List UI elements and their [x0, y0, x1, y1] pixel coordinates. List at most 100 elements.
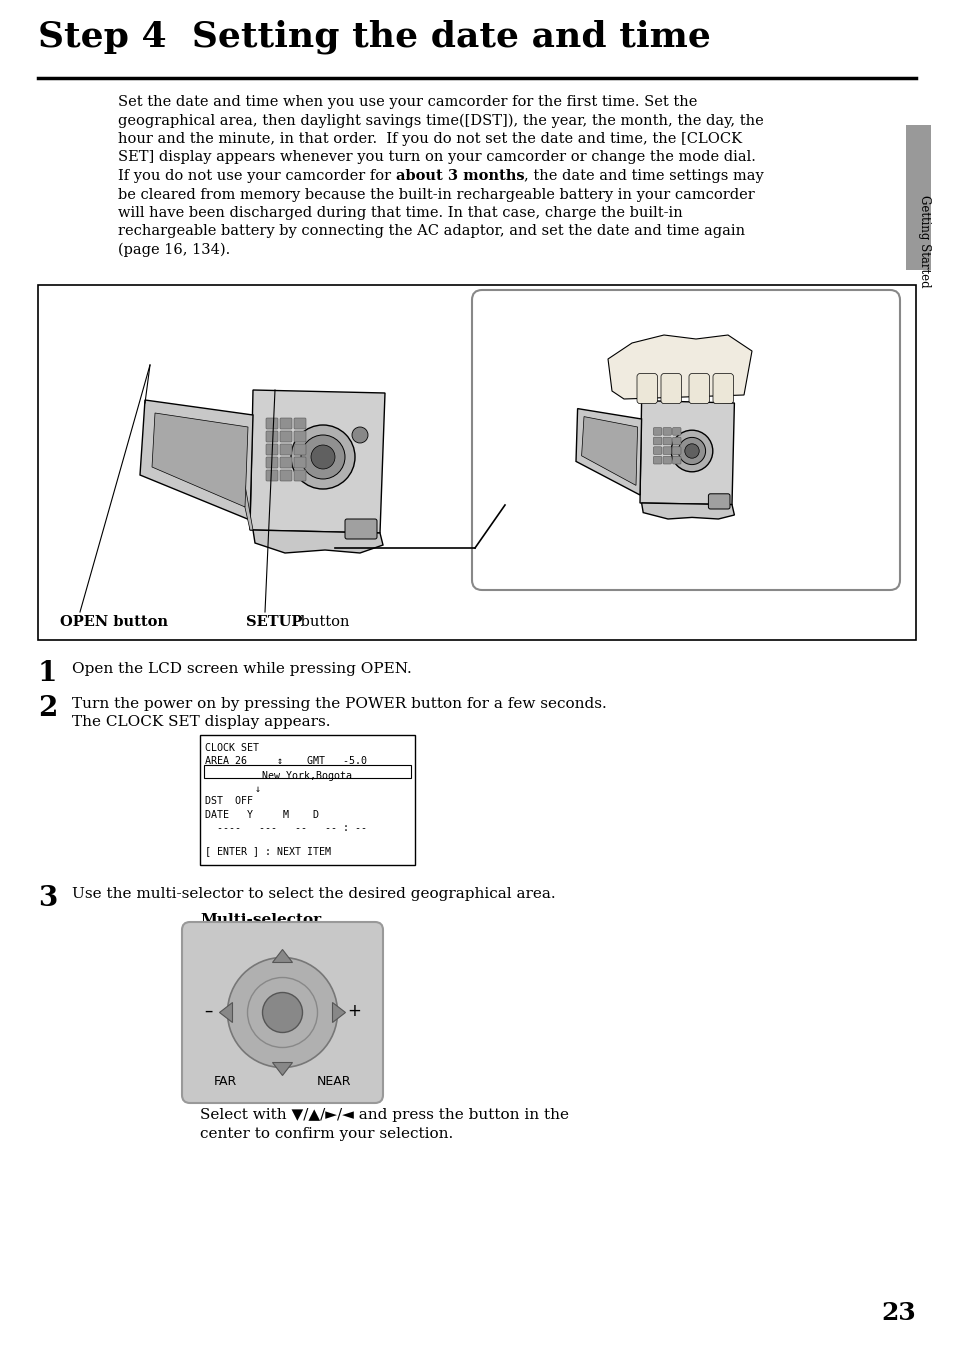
FancyBboxPatch shape	[280, 457, 292, 468]
FancyBboxPatch shape	[266, 431, 277, 442]
Text: SET] display appears whenever you turn on your camcorder or change the mode dial: SET] display appears whenever you turn o…	[118, 150, 755, 165]
Text: ↓: ↓	[254, 784, 261, 794]
Polygon shape	[253, 530, 382, 553]
FancyBboxPatch shape	[688, 373, 709, 404]
Text: Open the LCD screen while pressing OPEN.: Open the LCD screen while pressing OPEN.	[71, 662, 412, 676]
FancyBboxPatch shape	[294, 418, 306, 429]
FancyBboxPatch shape	[280, 418, 292, 429]
Text: button: button	[295, 615, 349, 629]
Text: Getting Started: Getting Started	[917, 195, 930, 288]
Text: +: +	[347, 1002, 360, 1019]
Text: Use the multi-selector to select the desired geographical area.: Use the multi-selector to select the des…	[71, 887, 555, 900]
FancyBboxPatch shape	[653, 446, 661, 454]
Text: If you do not use your camcorder for: If you do not use your camcorder for	[118, 169, 395, 183]
Circle shape	[671, 430, 712, 472]
FancyBboxPatch shape	[182, 922, 382, 1103]
Text: 1: 1	[38, 660, 57, 687]
Text: FAR: FAR	[213, 1075, 237, 1088]
Polygon shape	[641, 503, 734, 519]
Text: , the date and time settings may: , the date and time settings may	[524, 169, 763, 183]
FancyBboxPatch shape	[672, 446, 680, 454]
Text: Multi-selector: Multi-selector	[200, 913, 321, 927]
FancyBboxPatch shape	[280, 431, 292, 442]
Text: center to confirm your selection.: center to confirm your selection.	[200, 1128, 453, 1141]
Polygon shape	[273, 949, 293, 963]
Text: CLOCK SET: CLOCK SET	[205, 744, 258, 753]
Circle shape	[291, 425, 355, 489]
FancyBboxPatch shape	[266, 418, 277, 429]
Polygon shape	[140, 400, 253, 521]
Polygon shape	[576, 408, 641, 495]
Bar	[204, 765, 411, 777]
FancyBboxPatch shape	[280, 443, 292, 456]
FancyBboxPatch shape	[672, 457, 680, 464]
Text: geographical area, then daylight savings time([DST]), the year, the month, the d: geographical area, then daylight savings…	[118, 114, 763, 128]
Polygon shape	[152, 412, 248, 507]
Circle shape	[262, 992, 302, 1033]
FancyBboxPatch shape	[712, 373, 733, 404]
Polygon shape	[639, 400, 734, 504]
FancyBboxPatch shape	[294, 431, 306, 442]
Bar	[905, 124, 930, 270]
Text: be cleared from memory because the built-in rechargeable battery in your camcord: be cleared from memory because the built…	[118, 188, 754, 201]
FancyBboxPatch shape	[653, 427, 661, 435]
FancyBboxPatch shape	[294, 443, 306, 456]
FancyBboxPatch shape	[294, 457, 306, 468]
FancyBboxPatch shape	[662, 437, 671, 445]
Text: DST  OFF: DST OFF	[205, 796, 253, 806]
FancyBboxPatch shape	[662, 427, 671, 435]
FancyBboxPatch shape	[266, 443, 277, 456]
FancyBboxPatch shape	[672, 427, 680, 435]
Polygon shape	[273, 1063, 293, 1075]
FancyBboxPatch shape	[660, 373, 680, 404]
Text: DATE   Y     M    D: DATE Y M D	[205, 810, 318, 821]
FancyBboxPatch shape	[637, 373, 657, 404]
Circle shape	[227, 957, 337, 1068]
FancyBboxPatch shape	[653, 437, 661, 445]
Text: SETUP: SETUP	[246, 615, 302, 629]
Text: rechargeable battery by connecting the AC adaptor, and set the date and time aga: rechargeable battery by connecting the A…	[118, 224, 744, 238]
FancyBboxPatch shape	[672, 437, 680, 445]
FancyBboxPatch shape	[280, 470, 292, 481]
FancyBboxPatch shape	[345, 519, 376, 539]
Text: Set the date and time when you use your camcorder for the first time. Set the: Set the date and time when you use your …	[118, 95, 697, 110]
Text: Turn the power on by pressing the POWER button for a few seconds.: Turn the power on by pressing the POWER …	[71, 698, 606, 711]
Polygon shape	[607, 335, 751, 399]
Text: (page 16, 134).: (page 16, 134).	[118, 243, 230, 257]
Text: 23: 23	[881, 1301, 915, 1325]
Polygon shape	[250, 389, 385, 533]
Circle shape	[352, 427, 368, 443]
Polygon shape	[219, 1002, 233, 1022]
Text: NEAR: NEAR	[316, 1075, 351, 1088]
FancyBboxPatch shape	[294, 470, 306, 481]
Polygon shape	[240, 485, 253, 530]
Text: [ ENTER ] : NEXT ITEM: [ ENTER ] : NEXT ITEM	[205, 846, 331, 856]
Polygon shape	[581, 416, 637, 485]
Text: The CLOCK SET display appears.: The CLOCK SET display appears.	[71, 715, 330, 729]
Text: OPEN button: OPEN button	[60, 615, 168, 629]
Polygon shape	[333, 1002, 345, 1022]
Text: will have been discharged during that time. In that case, charge the built-in: will have been discharged during that ti…	[118, 206, 682, 220]
Circle shape	[684, 443, 699, 458]
Circle shape	[311, 445, 335, 469]
Text: –: –	[204, 1002, 213, 1019]
FancyBboxPatch shape	[472, 289, 899, 589]
FancyBboxPatch shape	[653, 457, 661, 464]
FancyBboxPatch shape	[662, 446, 671, 454]
Bar	[38, 285, 915, 639]
Text: AREA 26     ↕    GMT   -5.0: AREA 26 ↕ GMT -5.0	[205, 756, 367, 765]
Text: hour and the minute, in that order.  If you do not set the date and time, the [C: hour and the minute, in that order. If y…	[118, 132, 741, 146]
Text: Step 4  Setting the date and time: Step 4 Setting the date and time	[38, 20, 710, 54]
FancyBboxPatch shape	[708, 493, 729, 508]
Circle shape	[301, 435, 345, 479]
Bar	[200, 735, 415, 865]
Text: 2: 2	[38, 695, 57, 722]
Text: ----   ---   --   -- : --: ---- --- -- -- : --	[205, 823, 367, 833]
Text: Select with ▼/▲/►/◄ and press the button in the: Select with ▼/▲/►/◄ and press the button…	[200, 1109, 568, 1122]
FancyBboxPatch shape	[266, 457, 277, 468]
Text: New York,Bogota: New York,Bogota	[262, 771, 352, 781]
FancyBboxPatch shape	[266, 470, 277, 481]
Text: about 3 months: about 3 months	[395, 169, 524, 183]
Text: 3: 3	[38, 886, 57, 913]
FancyBboxPatch shape	[662, 457, 671, 464]
